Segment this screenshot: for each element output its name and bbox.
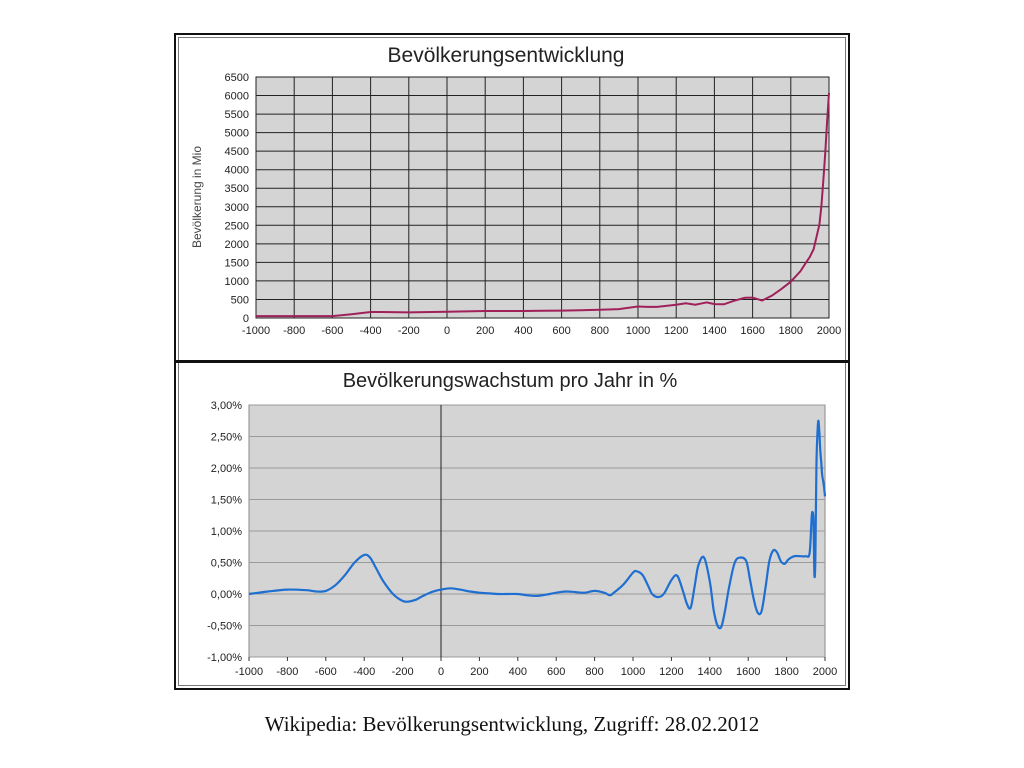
- y-axis-label-population: Bevölkerung in Mio: [190, 146, 204, 248]
- y-tick-label: 6500: [225, 72, 249, 84]
- x-tick-label: 200: [476, 325, 494, 337]
- y-tick-label: 4000: [225, 165, 249, 177]
- x-tick-labels-population: -1000 -800 -600 -400 -200 0 200 400 600 800 1000 12…: [242, 325, 841, 337]
- y-tick-labels-population: 0 500 1000 1500 2000 2500 3000 3500 4000 4500 5000…: [225, 72, 249, 325]
- x-tick-label: 1600: [736, 666, 760, 678]
- series-line-growth: [248, 419, 827, 630]
- y-tick-label: 1500: [225, 257, 249, 269]
- x-tick-label: 600: [552, 325, 570, 337]
- x-tick-label: 1400: [698, 666, 722, 678]
- x-tick-label: -800: [283, 325, 305, 337]
- x-tick-label: 2000: [817, 325, 841, 337]
- gridlines-growth: [249, 404, 825, 658]
- y-tick-label: 0,00%: [211, 589, 242, 601]
- x-tick-label: 1200: [659, 666, 683, 678]
- y-tick-label: 2500: [225, 220, 249, 232]
- x-tick-label: 400: [514, 325, 532, 337]
- x-tick-label: 1600: [740, 325, 764, 337]
- x-tick-label: -800: [276, 666, 298, 678]
- chart-title-growth: Bevölkerungswachstum pro Jahr in %: [343, 370, 678, 392]
- y-tick-label: 1,00%: [211, 526, 242, 538]
- x-tick-label: 1400: [702, 325, 726, 337]
- y-tick-label: 1000: [225, 276, 249, 288]
- y-tick-label: 5500: [225, 109, 249, 121]
- y-tick-label: 2,00%: [211, 463, 242, 475]
- y-tick-label: 2,50%: [211, 432, 242, 444]
- y-tick-label: -1,00%: [207, 652, 242, 664]
- plot-area-population: [255, 76, 830, 319]
- x-tick-label: 2000: [813, 666, 837, 678]
- y-tick-label: 4500: [225, 146, 249, 158]
- y-tick-labels-growth: 3,00% 2,50% 2,00% 1,50% 1,00% 0,50% 0,00% -0,50…: [207, 400, 242, 664]
- x-tick-label: 0: [438, 666, 444, 678]
- y-tick-label: 1,50%: [211, 495, 242, 507]
- x-tick-label: -600: [315, 666, 337, 678]
- x-tick-label: -400: [353, 666, 375, 678]
- x-tick-label: 800: [585, 666, 603, 678]
- x-tick-label: 1800: [774, 666, 798, 678]
- y-tick-label: 3,00%: [211, 400, 242, 412]
- gridlines-population: [255, 76, 830, 319]
- x-tick-label: 400: [509, 666, 527, 678]
- x-tick-label: -200: [392, 666, 414, 678]
- y-tick-label: 3500: [225, 183, 249, 195]
- series-line-population: [256, 92, 830, 318]
- chart-title-population: Bevölkerungsentwicklung: [388, 44, 625, 67]
- x-tick-label: 200: [470, 666, 488, 678]
- x-tick-labels-growth: -1000 -800 -600 -400 -200 0 200 400 600 800 1000 12…: [235, 657, 837, 678]
- y-tick-label: 5000: [225, 128, 249, 140]
- y-tick-label: 500: [231, 294, 249, 306]
- y-tick-label: 0,50%: [211, 558, 242, 570]
- y-tick-label: 2000: [225, 239, 249, 251]
- x-tick-label: 800: [591, 325, 609, 337]
- x-tick-label: 1000: [621, 666, 645, 678]
- source-caption: Wikipedia: Bevölkerungsentwicklung, Zugr…: [264, 712, 760, 736]
- x-tick-label: 1800: [779, 325, 803, 337]
- y-tick-label: 6000: [225, 91, 249, 103]
- x-tick-label: -1000: [235, 666, 263, 678]
- y-tick-label: 0: [243, 313, 249, 325]
- x-tick-label: 0: [444, 325, 450, 337]
- x-tick-label: 1000: [626, 325, 650, 337]
- chart-divider: [176, 360, 848, 363]
- x-tick-label: -200: [398, 325, 420, 337]
- x-tick-label: -1000: [242, 325, 270, 337]
- x-tick-label: 600: [547, 666, 565, 678]
- y-tick-label: 3000: [225, 202, 249, 214]
- x-tick-label: -600: [321, 325, 343, 337]
- y-tick-label: -0,50%: [207, 621, 242, 633]
- x-tick-label: -400: [360, 325, 382, 337]
- x-tick-label: 1200: [664, 325, 688, 337]
